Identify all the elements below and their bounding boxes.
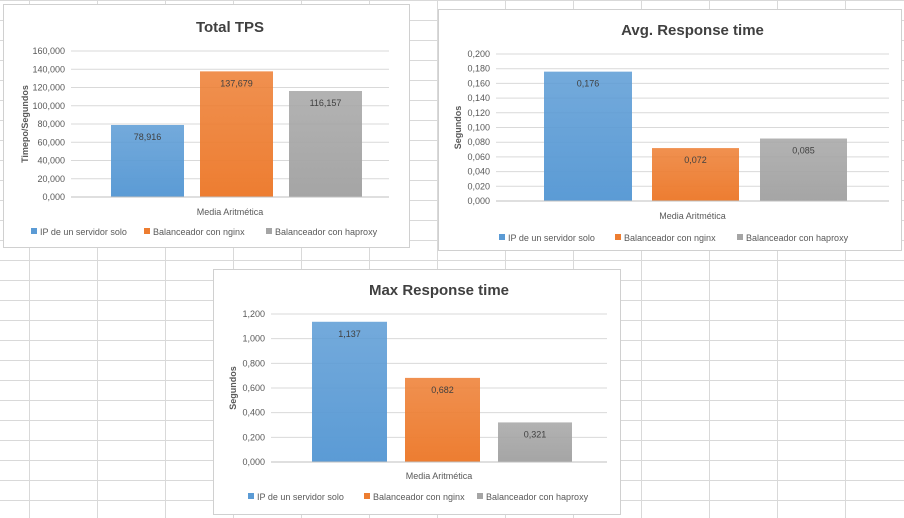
data-label: 0,176 <box>577 79 600 89</box>
chart-title: Avg. Response time <box>621 22 764 39</box>
legend-swatch-1 <box>364 493 370 499</box>
data-label: 0,321 <box>524 429 547 439</box>
legend-swatch-0 <box>499 234 505 240</box>
chart-max-response-time[interactable]: Max Response time 0,000 0,200 0,400 0,600 0,8… <box>213 269 621 515</box>
y-tick-label: 1,200 <box>242 309 265 319</box>
y-tick-label: 160,000 <box>32 46 65 56</box>
chart-title: Total TPS <box>196 19 264 36</box>
bar-1[interactable] <box>652 148 739 201</box>
y-tick-label: 0,100 <box>467 123 490 133</box>
data-label: 116,157 <box>310 98 342 108</box>
y-tick-label: 0,180 <box>467 64 490 74</box>
bar-2[interactable] <box>289 91 362 197</box>
bar-1[interactable] <box>405 377 480 462</box>
chart-svg-0: Total TPS 0,000 20,000 40,000 60,000 80,000 10… <box>20 19 389 237</box>
bar-2[interactable] <box>760 138 847 201</box>
y-tick-label: 0,800 <box>242 358 265 368</box>
legend-swatch-2 <box>477 493 483 499</box>
chart-avg-response-time[interactable]: Avg. Response time 0,000 0,020 0,040 0,060 0,… <box>438 9 902 251</box>
y-tick-label: 0,000 <box>242 457 265 467</box>
bar-0[interactable] <box>111 124 184 197</box>
y-tick-label: 0,080 <box>467 137 490 147</box>
y-tick-label: 40,000 <box>37 156 65 166</box>
bar-1[interactable] <box>200 71 273 197</box>
y-tick-label: 100,000 <box>32 101 65 111</box>
y-axis-label: Segundos <box>228 366 238 410</box>
y-tick-label: 0,160 <box>467 78 490 88</box>
y-tick-label: 0,200 <box>467 49 490 59</box>
legend-label-0[interactable]: IP de un servidor solo <box>257 492 344 502</box>
chart-svg-2: Max Response time 0,000 0,200 0,400 0,600 0,8… <box>228 282 607 502</box>
legend-swatch-0 <box>248 493 254 499</box>
legend-label-1[interactable]: Balanceador con nginx <box>153 227 245 237</box>
chart-svg-1: Avg. Response time 0,000 0,020 0,040 0,060 0,… <box>453 22 889 243</box>
y-tick-label: 0,600 <box>242 383 265 393</box>
legend-label-2[interactable]: Balanceador con haproxy <box>275 227 378 237</box>
data-label: 1,137 <box>338 329 361 339</box>
y-tick-label: 0,140 <box>467 93 490 103</box>
y-tick-label: 1,000 <box>242 334 265 344</box>
y-tick-label: 0,120 <box>467 108 490 118</box>
legend-swatch-1 <box>615 234 621 240</box>
y-axis-label: Segundos <box>453 106 463 150</box>
legend-label-2[interactable]: Balanceador con haproxy <box>486 492 589 502</box>
legend-label-1[interactable]: Balanceador con nginx <box>373 492 465 502</box>
data-label: 137,679 <box>220 78 253 88</box>
data-label: 0,682 <box>431 385 454 395</box>
y-tick-label: 60,000 <box>37 137 65 147</box>
y-tick-label: 0,200 <box>242 432 265 442</box>
legend-swatch-0 <box>31 228 37 234</box>
y-tick-label: 20,000 <box>37 174 65 184</box>
legend-label-0[interactable]: IP de un servidor solo <box>508 233 595 243</box>
y-tick-label: 0,000 <box>467 196 490 206</box>
legend-swatch-1 <box>144 228 150 234</box>
legend-swatch-2 <box>266 228 272 234</box>
data-label: 0,085 <box>792 146 815 156</box>
y-tick-label: 140,000 <box>32 64 65 74</box>
y-tick-label: 80,000 <box>37 119 65 129</box>
legend-label-1[interactable]: Balanceador con nginx <box>624 233 716 243</box>
y-tick-label: 0,400 <box>242 408 265 418</box>
chart-title: Max Response time <box>369 282 509 299</box>
legend-label-2[interactable]: Balanceador con haproxy <box>746 233 849 243</box>
x-axis-label: Media Aritmética <box>406 471 473 481</box>
bar-2[interactable] <box>498 422 572 462</box>
x-axis-label: Media Aritmética <box>659 211 726 221</box>
y-tick-label: 0,060 <box>467 152 490 162</box>
bar-0[interactable] <box>312 321 387 462</box>
y-axis-label: Timepo/Segundos <box>20 85 30 163</box>
bar-0[interactable] <box>544 71 632 201</box>
x-axis-label: Media Aritmética <box>197 207 264 217</box>
y-tick-label: 0,020 <box>467 181 490 191</box>
data-label: 78,916 <box>134 132 162 142</box>
legend-label-0[interactable]: IP de un servidor solo <box>40 227 127 237</box>
data-label: 0,072 <box>684 155 707 165</box>
chart-total-tps[interactable]: Total TPS 0,000 20,000 40,000 60,000 80,000 10… <box>3 4 410 248</box>
y-tick-label: 0,040 <box>467 167 490 177</box>
y-tick-label: 120,000 <box>32 83 65 93</box>
y-tick-label: 0,000 <box>42 192 65 202</box>
legend-swatch-2 <box>737 234 743 240</box>
